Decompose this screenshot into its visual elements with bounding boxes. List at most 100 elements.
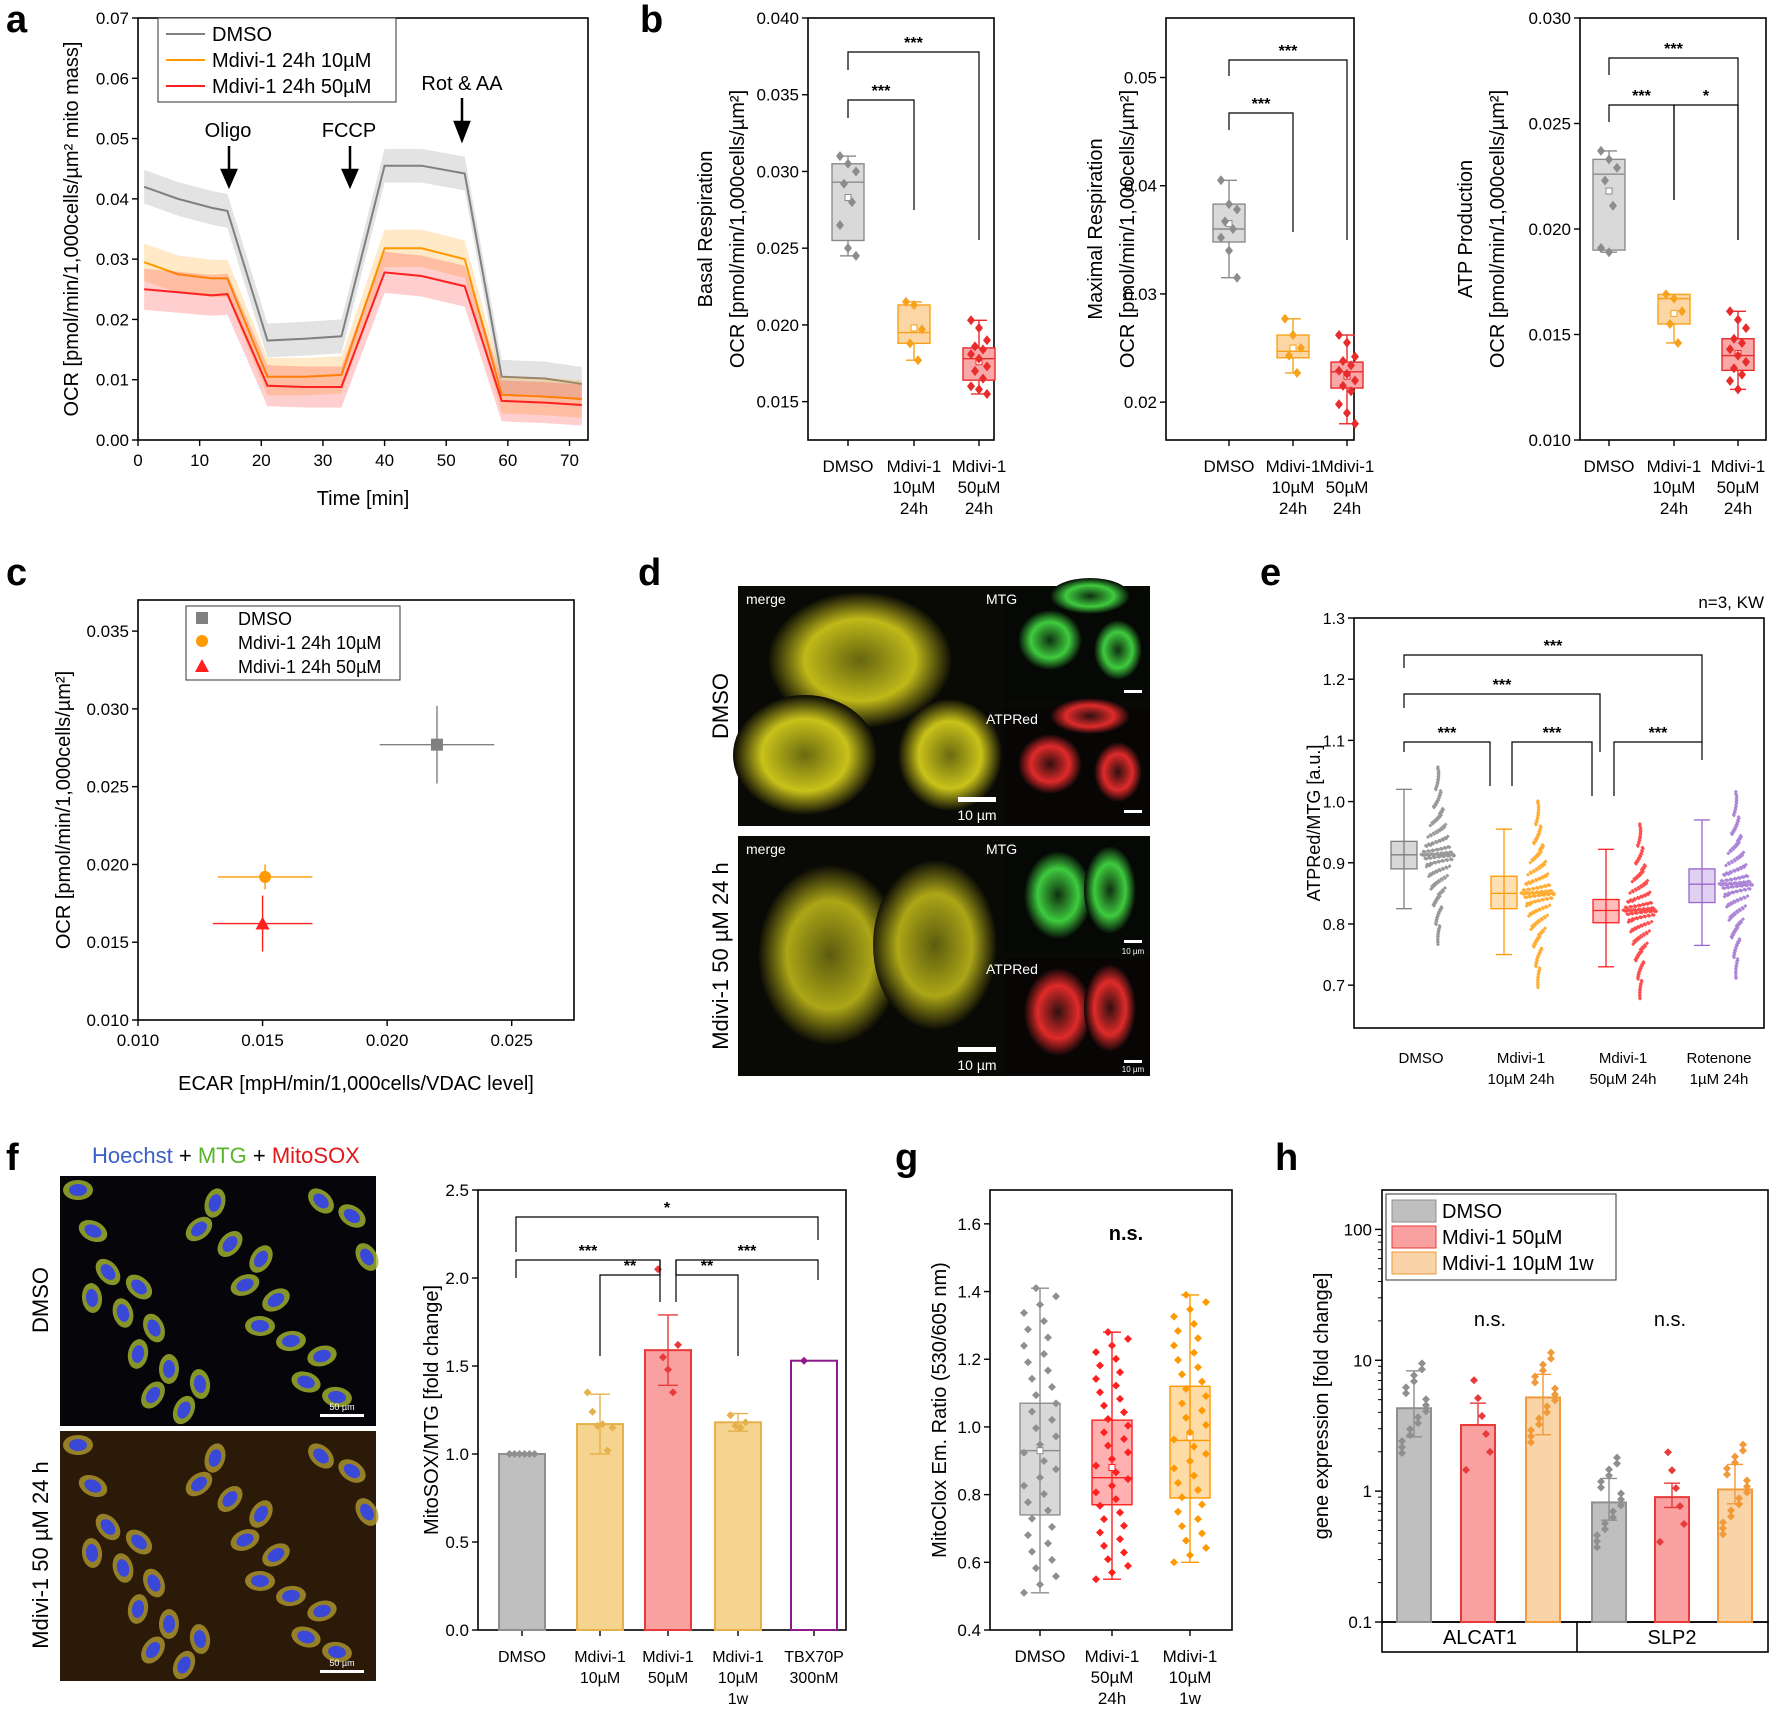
data-point (1281, 313, 1289, 324)
nucleus (343, 1463, 361, 1479)
x-tick-label: 24h (1724, 499, 1752, 518)
plot-frame (989, 1189, 1233, 1631)
data-point (1112, 1468, 1120, 1477)
data-point (1543, 1408, 1551, 1417)
mean-marker (1670, 309, 1678, 317)
data-point (1174, 1478, 1182, 1487)
x-tick-label: Mdivi-1 (712, 1649, 764, 1666)
data-point (1719, 1530, 1727, 1539)
cell (733, 695, 877, 815)
y-tick-label: 0.03 (1124, 285, 1157, 304)
data-point (918, 324, 926, 335)
arrow-down-icon (453, 98, 471, 144)
x-tick-label: 10 (190, 451, 209, 470)
y-tick-label: 1.5 (445, 1357, 469, 1376)
data-point (1719, 1524, 1727, 1533)
data-point (1186, 1551, 1194, 1560)
data-point (975, 322, 983, 333)
chart-f: Hoechst + MTG + MitoSOX 50 µm 50 µm DMSO… (28, 1143, 847, 1708)
label-atpred: ATPRed (986, 711, 1038, 727)
nucleus (343, 1208, 361, 1224)
label-atpred: ATPRed (986, 961, 1038, 977)
data-point (1402, 1389, 1410, 1398)
significance-label: *** (1543, 725, 1562, 742)
x-tick-label: 50µM 24h (1589, 1071, 1656, 1088)
data-point (1742, 356, 1750, 367)
scale-bar (1124, 690, 1142, 693)
y-tick-label: 1.6 (957, 1215, 981, 1234)
bar (790, 1359, 838, 1631)
cell (1094, 742, 1142, 802)
data-point (1527, 1426, 1535, 1435)
y-axis-label-line1: Maximal Respiration (1085, 138, 1107, 319)
data-point (1040, 1489, 1048, 1498)
significance-bracket (1613, 741, 1703, 796)
nucleus (313, 1349, 331, 1363)
nucleus (131, 1600, 145, 1618)
nucleus (85, 1289, 99, 1307)
scale-bar (1124, 940, 1142, 943)
data-point (598, 1420, 607, 1429)
data-point (983, 388, 991, 399)
y-tick-label: 0.1 (1348, 1613, 1372, 1632)
data-point (1664, 1448, 1672, 1457)
nucleus (84, 1479, 102, 1493)
label-hoechst: Hoechst (92, 1143, 173, 1168)
data-point (1120, 1408, 1128, 1417)
data-point (1351, 418, 1359, 429)
data-point (1666, 318, 1674, 329)
y-axis-label: OCR [pmol/min/1,000cells/µm²] (53, 671, 75, 949)
data-point (608, 1423, 617, 1432)
x-tick-label: 1µM 24h (1690, 1071, 1749, 1088)
data-point (1597, 1477, 1605, 1486)
nucleus (162, 1360, 176, 1378)
x-tick-label: 24h (1333, 499, 1361, 518)
data-point (1202, 1421, 1210, 1430)
data-point (1020, 1308, 1028, 1317)
nucleus (100, 1264, 116, 1280)
data-point (1052, 1399, 1060, 1408)
cell (1018, 734, 1082, 794)
label-mtg: MTG (986, 841, 1017, 857)
data-point (674, 1340, 682, 1349)
data-point (800, 1356, 808, 1365)
data-point (1040, 1457, 1048, 1466)
significance-bracket (1608, 57, 1739, 240)
data-point (505, 1450, 514, 1458)
data-point (741, 1418, 750, 1427)
nucleus (251, 1574, 269, 1588)
data-point (1717, 789, 1755, 981)
data-point (1335, 399, 1343, 410)
legend-entry: DMSO (212, 24, 272, 46)
nucleus (360, 1503, 374, 1521)
data-point (1535, 1414, 1543, 1423)
data-point (583, 1388, 592, 1397)
nucleus (177, 1401, 191, 1419)
nucleus (100, 1519, 116, 1535)
data-point (1723, 1464, 1731, 1473)
data-point (1723, 1470, 1731, 1479)
y-axis-label: MitoSOX/MTG [fold change] (421, 1285, 443, 1535)
row-label-dmso: DMSO (708, 673, 733, 739)
data-point (1474, 1394, 1482, 1403)
data-point (1100, 1515, 1108, 1524)
x-tick-label: 50µM (1717, 478, 1760, 497)
scale-label-small: 10 µm (1122, 947, 1145, 956)
data-point (1676, 1502, 1684, 1511)
bar (644, 1349, 692, 1632)
data-point (914, 355, 922, 366)
data-point (654, 1265, 662, 1274)
data-point (1092, 1575, 1100, 1584)
y-axis-label-line1: Basal Respiration (695, 151, 717, 308)
data-point (1194, 1486, 1202, 1495)
significance-label: *** (738, 1243, 757, 1260)
y-tick-label: 0.9 (1323, 856, 1345, 873)
data-point (971, 365, 979, 376)
row-label-mdivi: Mdivi-1 50 µM 24 h (28, 1461, 53, 1649)
chart-c: ECAR [mpH/min/1,000cells/VDAC level] OCR… (53, 599, 575, 1095)
data-point (1170, 1435, 1178, 1444)
data-point (1048, 1382, 1056, 1391)
data-point (1194, 1334, 1202, 1343)
x-tick-label: 10µM (1169, 1668, 1212, 1687)
panel-label-c: c (6, 552, 27, 594)
